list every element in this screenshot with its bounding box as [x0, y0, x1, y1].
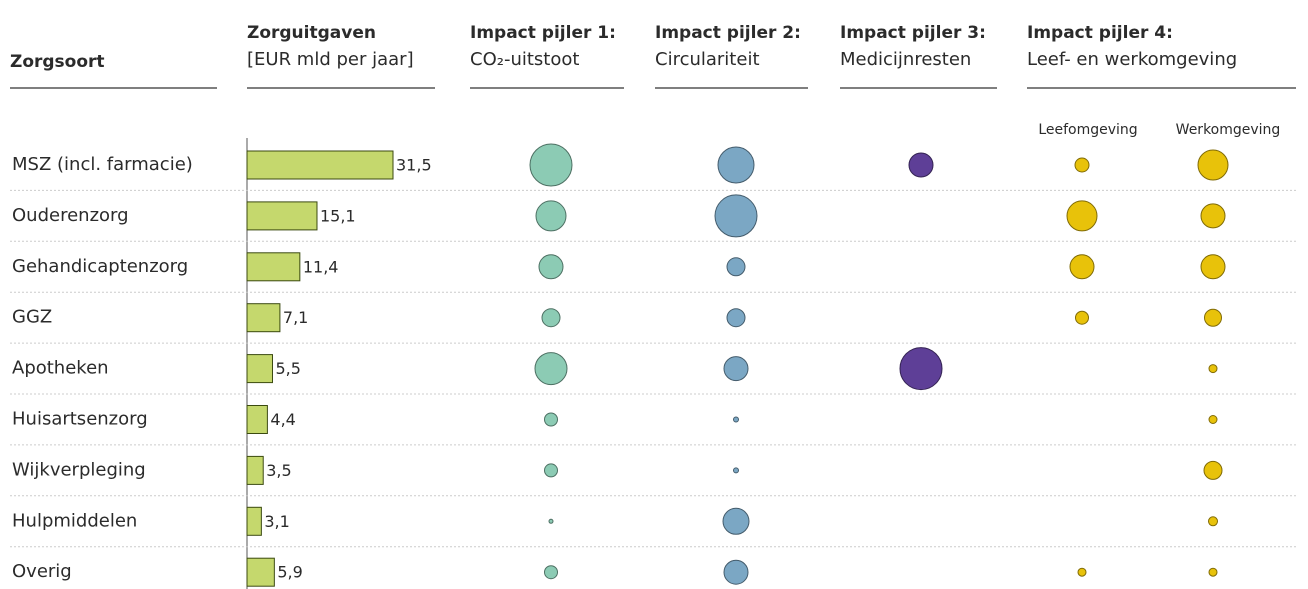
- bubble: [1074, 157, 1090, 173]
- bubble: [534, 352, 568, 386]
- value-label: 15,1: [320, 206, 356, 225]
- row-label: GGZ: [12, 307, 52, 328]
- pillar-title: Impact pijler 2:: [655, 23, 801, 43]
- bar: [246, 150, 394, 180]
- bubble: [1200, 203, 1226, 229]
- row-label: Overig: [12, 561, 72, 582]
- bubble: [714, 194, 758, 238]
- pillar-subtitle: CO₂-uitstoot: [470, 49, 579, 70]
- bubble: [538, 254, 564, 280]
- bubble: [726, 257, 746, 277]
- bubble: [544, 565, 558, 580]
- bubble: [723, 356, 749, 382]
- bubble: [1066, 200, 1098, 232]
- bubble: [723, 559, 749, 585]
- header-unit: [EUR mld per jaar]: [247, 49, 414, 70]
- bubble: [535, 200, 567, 232]
- row-label: Hulpmiddelen: [12, 510, 137, 531]
- header-spending: Zorguitgaven: [247, 23, 376, 43]
- row-label: Gehandicaptenzorg: [12, 256, 188, 277]
- bar: [246, 201, 318, 231]
- bubble: [541, 308, 561, 328]
- bubble: [1204, 308, 1222, 327]
- pillar-title: Impact pijler 3:: [840, 23, 986, 43]
- pillar-subtitle: Circulariteit: [655, 49, 760, 70]
- bar: [246, 506, 262, 536]
- bubble: [733, 467, 739, 474]
- value-label: 31,5: [396, 156, 432, 175]
- bubble: [1208, 516, 1218, 527]
- bubble: [717, 146, 755, 184]
- pillar-title: Impact pijler 4:: [1027, 23, 1173, 43]
- pillar-subtitle: Leef- en werkomgeving: [1027, 49, 1237, 70]
- bubble: [1069, 254, 1095, 280]
- bubble: [1197, 149, 1229, 181]
- bubble: [1075, 310, 1089, 325]
- pillar-title: Impact pijler 1:: [470, 23, 616, 43]
- bubble: [544, 463, 558, 478]
- row-label: Ouderenzorg: [12, 205, 129, 226]
- bubble: [726, 308, 746, 328]
- value-label: 3,1: [264, 512, 289, 531]
- value-label: 3,5: [266, 461, 291, 480]
- value-label: 4,4: [270, 410, 295, 429]
- bar: [246, 405, 268, 434]
- bubble: [1208, 415, 1218, 424]
- row-label: Apotheken: [12, 358, 109, 379]
- bubble: [1208, 364, 1218, 374]
- pillar-subtitle: Medicijnresten: [840, 49, 971, 70]
- row-label: Wijkverpleging: [12, 459, 146, 480]
- bar: [246, 252, 301, 282]
- sub-header: Leefomgeving: [1038, 122, 1137, 138]
- bar: [246, 354, 273, 384]
- row-label: MSZ (incl. farmacie): [12, 154, 193, 175]
- row-label: Huisartsenzorg: [12, 409, 148, 430]
- value-label: 7,1: [283, 308, 308, 327]
- header-category: Zorgsoort: [10, 52, 105, 72]
- bar: [246, 303, 281, 333]
- bubble: [722, 507, 750, 535]
- bubble: [1208, 567, 1218, 577]
- sub-header: Werkomgeving: [1176, 122, 1281, 138]
- value-label: 5,9: [277, 563, 302, 582]
- value-label: 11,4: [303, 257, 339, 276]
- bubble: [899, 347, 943, 391]
- bubble: [544, 412, 558, 427]
- bar: [246, 557, 275, 587]
- bubble: [1203, 460, 1223, 480]
- bubble: [733, 416, 739, 423]
- bubble: [548, 518, 554, 524]
- bubble: [1077, 567, 1087, 577]
- bar: [246, 455, 264, 485]
- bubble: [908, 152, 934, 178]
- bubble: [529, 143, 573, 187]
- value-label: 5,5: [275, 359, 300, 378]
- bubble: [1200, 254, 1226, 280]
